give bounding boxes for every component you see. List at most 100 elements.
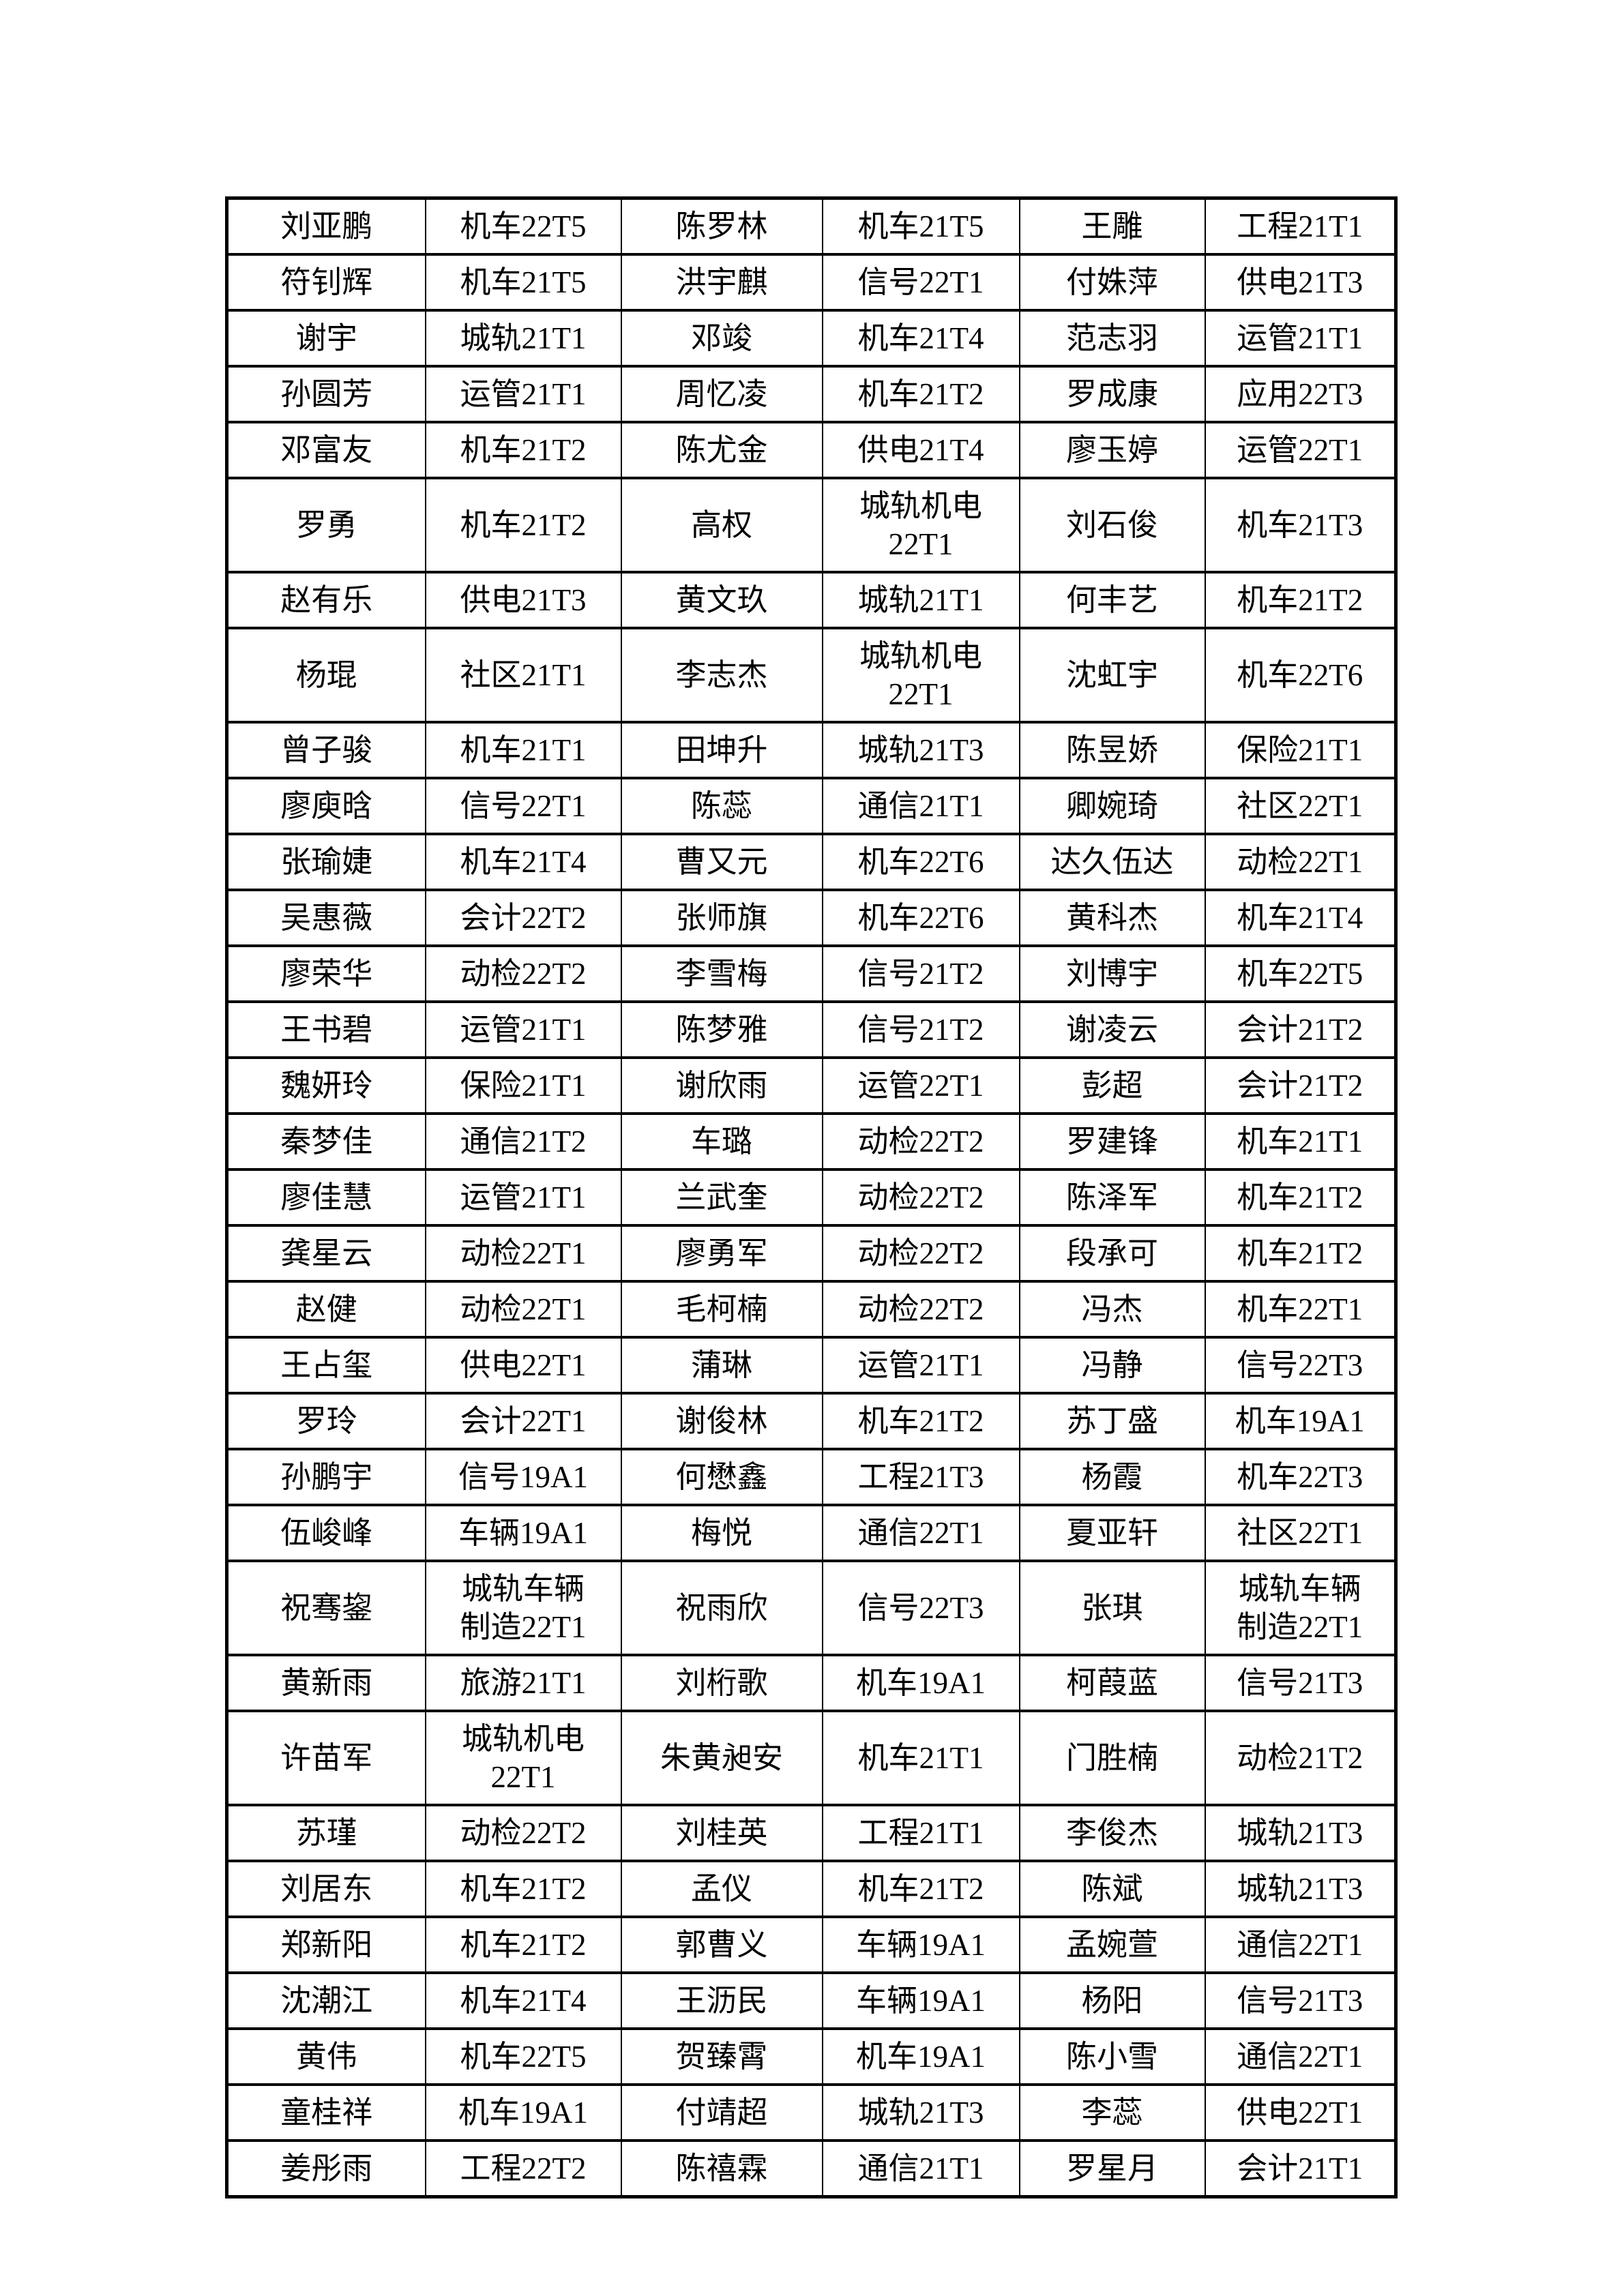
student-name-cell: 张琪 <box>1018 1560 1206 1656</box>
student-name-cell: 罗成康 <box>1018 365 1206 423</box>
student-name-cell: 高权 <box>620 477 823 573</box>
table-row: 廖荣华 动检22T2 李雪梅 信号21T2 刘博宇 机车22T5 <box>226 944 1397 1003</box>
student-name-cell: 彭超 <box>1018 1056 1206 1115</box>
student-name-cell: 达久伍达 <box>1018 833 1206 891</box>
class-code-cell: 机车21T2 <box>424 477 622 573</box>
student-name-cell: 罗勇 <box>226 477 426 573</box>
class-code-cell: 通信21T2 <box>424 1112 622 1171</box>
student-name-cell: 柯葭蓝 <box>1018 1654 1206 1712</box>
class-code-cell: 车辆19A1 <box>821 1971 1020 2030</box>
student-name-cell: 祝雨欣 <box>620 1560 823 1656</box>
student-name-cell: 黄科杰 <box>1018 889 1206 947</box>
student-name-cell: 周忆凌 <box>620 365 823 423</box>
table-row: 沈潮江 机车21T4 王沥民 车辆19A1 杨阳 信号21T3 <box>226 1971 1397 2030</box>
table-row: 童桂祥 机车19A1 付靖超 城轨21T3 李蕊 供电22T1 <box>226 2083 1397 2142</box>
class-code-cell: 会计21T2 <box>1204 1056 1397 1115</box>
student-name-cell: 曾子骏 <box>226 721 426 779</box>
table-row: 苏瑾 动检22T2 刘桂英 工程21T1 李俊杰 城轨21T3 <box>226 1804 1397 1862</box>
table-row: 姜彤雨 工程22T2 陈禧霖 通信21T1 罗星月 会计21T1 <box>226 2139 1397 2198</box>
student-name-cell: 陈小雪 <box>1018 2027 1206 2086</box>
student-name-cell: 刘桂英 <box>620 1804 823 1862</box>
table-row: 廖庾晗 信号22T1 陈蕊 通信21T1 卿婉琦 社区22T1 <box>226 777 1397 835</box>
student-name-cell: 童桂祥 <box>226 2083 426 2142</box>
class-code-cell: 车辆19A1 <box>424 1504 622 1562</box>
table-row: 祝骞鋆 城轨车辆 制造22T1 祝雨欣 信号22T3 张琪 城轨车辆 制造22T1 <box>226 1560 1397 1656</box>
student-name-cell: 车璐 <box>620 1112 823 1171</box>
student-name-cell: 王书碧 <box>226 1000 426 1059</box>
table-row: 孙鹏宇 信号19A1 何懋鑫 工程21T3 杨霞 机车22T3 <box>226 1448 1397 1506</box>
class-code-cell: 机车22T5 <box>424 2027 622 2086</box>
student-name-cell: 孙圆芳 <box>226 365 426 423</box>
table-row: 龚星云 动检22T1 廖勇军 动检22T2 段承可 机车21T2 <box>226 1224 1397 1283</box>
class-code-cell: 通信22T1 <box>1204 1915 1397 1974</box>
student-name-cell: 龚星云 <box>226 1224 426 1283</box>
class-code-cell: 供电22T1 <box>1204 2083 1397 2142</box>
class-code-cell: 运管21T1 <box>424 1168 622 1227</box>
student-name-cell: 黄文玖 <box>620 571 823 629</box>
class-code-cell: 机车21T5 <box>424 253 622 312</box>
student-name-cell: 贺臻霄 <box>620 2027 823 2086</box>
student-name-cell: 陈泽军 <box>1018 1168 1206 1227</box>
student-name-cell: 许苗军 <box>226 1710 426 1806</box>
student-name-cell: 陈梦雅 <box>620 1000 823 1059</box>
class-code-cell: 信号19A1 <box>424 1448 622 1506</box>
student-name-cell: 陈蕊 <box>620 777 823 835</box>
class-code-cell: 机车22T1 <box>1204 1280 1397 1339</box>
class-code-cell: 机车22T6 <box>821 833 1020 891</box>
class-code-cell: 城轨机电 22T1 <box>424 1710 622 1806</box>
class-code-cell: 城轨21T3 <box>821 2083 1020 2142</box>
class-code-cell: 机车22T3 <box>1204 1448 1397 1506</box>
student-name-cell: 卿婉琦 <box>1018 777 1206 835</box>
student-name-cell: 廖佳慧 <box>226 1168 426 1227</box>
table-row: 王书碧 运管21T1 陈梦雅 信号21T2 谢凌云 会计21T2 <box>226 1000 1397 1059</box>
student-name-cell: 孟婉萱 <box>1018 1915 1206 1974</box>
class-code-cell: 动检22T2 <box>821 1280 1020 1339</box>
student-name-cell: 刘亚鹏 <box>226 196 426 256</box>
student-name-cell: 杨琨 <box>226 627 426 724</box>
student-name-cell: 沈虹宇 <box>1018 627 1206 724</box>
table-row: 邓富友 机车21T2 陈尤金 供电21T4 廖玉婷 运管22T1 <box>226 421 1397 479</box>
student-name-cell: 邓竣 <box>620 309 823 368</box>
student-name-cell: 刘居东 <box>226 1860 426 1918</box>
class-code-cell: 机车21T2 <box>424 1915 622 1974</box>
student-name-cell: 祝骞鋆 <box>226 1560 426 1656</box>
student-name-cell: 刘石俊 <box>1018 477 1206 573</box>
table-row: 黄新雨 旅游21T1 刘桁歌 机车19A1 柯葭蓝 信号21T3 <box>226 1654 1397 1712</box>
class-code-cell: 机车19A1 <box>1204 1392 1397 1450</box>
table-row: 廖佳慧 运管21T1 兰武奎 动检22T2 陈泽军 机车21T2 <box>226 1168 1397 1227</box>
class-code-cell: 车辆19A1 <box>821 1915 1020 1974</box>
student-name-cell: 罗玲 <box>226 1392 426 1450</box>
student-name-cell: 廖荣华 <box>226 944 426 1003</box>
class-code-cell: 信号21T2 <box>821 944 1020 1003</box>
student-name-cell: 何懋鑫 <box>620 1448 823 1506</box>
student-name-cell: 杨霞 <box>1018 1448 1206 1506</box>
class-code-cell: 动检22T2 <box>424 944 622 1003</box>
class-code-cell: 信号21T3 <box>1204 1654 1397 1712</box>
table-row: 杨琨 社区21T1 李志杰 城轨机电 22T1 沈虹宇 机车22T6 <box>226 627 1397 724</box>
student-name-cell: 赵健 <box>226 1280 426 1339</box>
class-code-cell: 动检22T2 <box>821 1168 1020 1227</box>
student-name-cell: 蒲琳 <box>620 1336 823 1395</box>
class-code-cell: 机车19A1 <box>424 2083 622 2142</box>
class-code-cell: 供电21T3 <box>1204 253 1397 312</box>
student-name-cell: 伍峻峰 <box>226 1504 426 1562</box>
student-table-body: 刘亚鹏 机车22T5 陈罗林 机车21T5 王雕 工程21T1 符钊辉 机车21T5 洪宇麒 信号… <box>226 196 1397 2198</box>
class-code-cell: 动检21T2 <box>1204 1710 1397 1806</box>
class-code-cell: 信号21T2 <box>821 1000 1020 1059</box>
table-row: 王占玺 供电22T1 蒲琳 运管21T1 冯静 信号22T3 <box>226 1336 1397 1395</box>
table-row: 伍峻峰 车辆19A1 梅悦 通信22T1 夏亚轩 社区22T1 <box>226 1504 1397 1562</box>
table-row: 张瑜婕 机车21T4 曹又元 机车22T6 达久伍达 动检22T1 <box>226 833 1397 891</box>
class-code-cell: 信号22T3 <box>821 1560 1020 1656</box>
class-code-cell: 机车21T4 <box>1204 889 1397 947</box>
student-name-cell: 冯静 <box>1018 1336 1206 1395</box>
student-name-cell: 谢欣雨 <box>620 1056 823 1115</box>
class-code-cell: 社区21T1 <box>424 627 622 724</box>
class-code-cell: 动检22T2 <box>821 1112 1020 1171</box>
class-code-cell: 运管22T1 <box>821 1056 1020 1115</box>
student-name-cell: 陈罗林 <box>620 196 823 256</box>
student-name-cell: 张瑜婕 <box>226 833 426 891</box>
class-code-cell: 会计22T2 <box>424 889 622 947</box>
class-code-cell: 工程22T2 <box>424 2139 622 2198</box>
class-code-cell: 动检22T1 <box>424 1224 622 1283</box>
student-name-cell: 李俊杰 <box>1018 1804 1206 1862</box>
